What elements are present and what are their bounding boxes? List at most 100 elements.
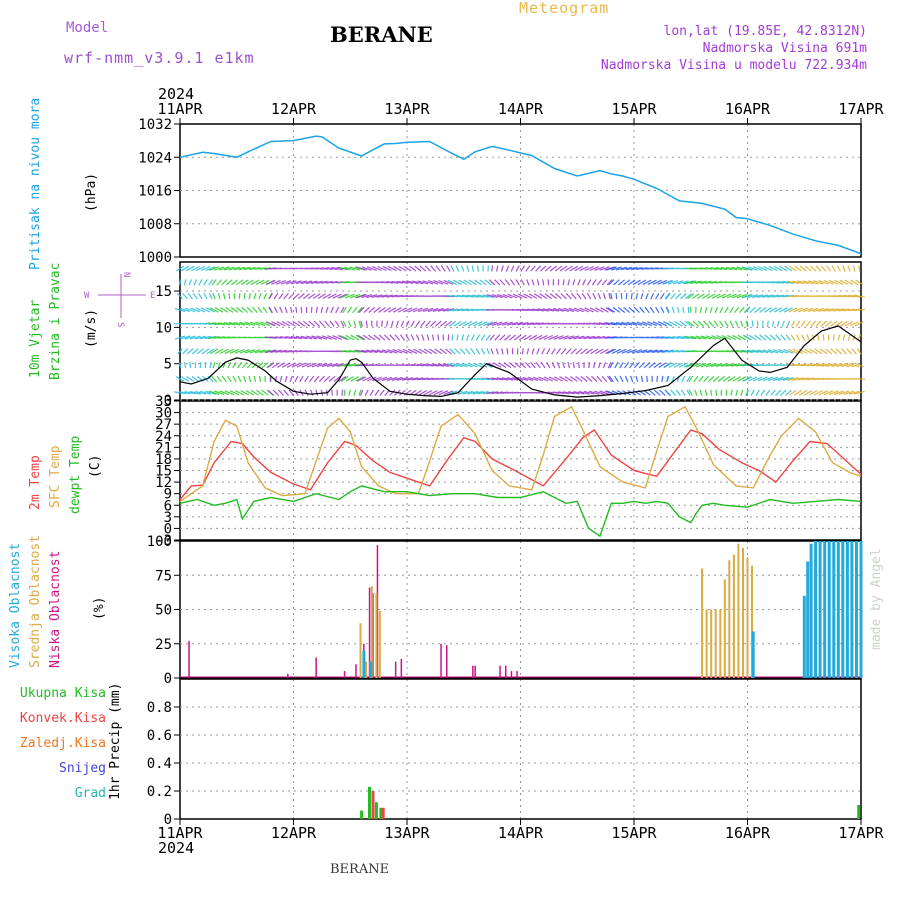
low-cloud-bar <box>368 587 371 678</box>
y-tick-label: 1024 <box>138 150 172 166</box>
y-tick-label: 0 <box>164 521 172 537</box>
wind-arrow-band <box>208 266 277 396</box>
precip-unit-label: 1hr Precip (mm) <box>108 682 123 800</box>
y-tick-label: 0.4 <box>147 756 172 772</box>
year-label-top: 2024 <box>158 85 194 103</box>
pressure-line <box>179 135 862 255</box>
wind-arrow-band <box>338 266 366 396</box>
conv-precip-bar <box>371 791 375 819</box>
low-cloud-bar <box>287 673 289 678</box>
total-precip-bar <box>374 802 378 819</box>
x-tick-label-top: 16APR <box>725 100 771 118</box>
wind-arrow-band <box>355 265 455 396</box>
total-precip-bar <box>368 786 371 819</box>
wind-arrow-band <box>605 266 674 396</box>
compass-east: E <box>150 291 155 301</box>
pressure-unit-label: (hPa) <box>84 172 99 212</box>
mid-cloud-bar <box>737 543 740 678</box>
low-cloud-axis-label: Niska Oblacnost <box>48 550 63 668</box>
x-tick-label-bottom: 11APR <box>157 824 203 842</box>
low-cloud-bar <box>505 665 507 678</box>
temp2m-axis-label: 2m Temp <box>28 455 43 510</box>
legend-hail: Grad <box>74 786 106 801</box>
y-tick-label: 0 <box>164 812 172 828</box>
y-tick-label: 50 <box>155 603 172 619</box>
y-tick-label: 18 <box>155 452 172 468</box>
total-precip-bar <box>857 805 861 819</box>
sfc-temp-axis-label: SFC Temp <box>48 445 63 508</box>
high-cloud-bar <box>809 543 813 678</box>
wind-arrow-band <box>684 266 753 396</box>
x-tick-label-top: 15APR <box>611 100 657 118</box>
cloud-unit-label: (%) <box>92 596 107 620</box>
high-cloud-bar <box>818 541 822 678</box>
mid-cloud-bar <box>705 609 708 678</box>
mid-cloud-bar <box>378 610 381 678</box>
low-cloud-bar <box>440 643 442 679</box>
x-tick-label-top: 12APR <box>271 100 317 118</box>
x-tick-label-bottom: 15APR <box>611 824 657 842</box>
wind-unit-label: (m/s) <box>84 308 99 348</box>
low-cloud-bar <box>315 657 317 678</box>
wind-arrow-band <box>173 265 217 395</box>
y-tick-label: 9 <box>164 487 172 503</box>
temp-unit-label: (C) <box>88 454 103 478</box>
credit-watermark: made by Angel <box>869 548 884 650</box>
elevation-text: Nadmorska Visina 691m <box>702 41 867 56</box>
low-cloud-bar <box>472 665 474 678</box>
y-tick-label: 30 <box>155 406 172 422</box>
high-cloud-bar <box>806 561 810 678</box>
model-name: wrf-nmm_v3.9.1 e1km <box>64 49 255 67</box>
y-tick-label: 21 <box>155 440 172 456</box>
mid-cloud-bar <box>723 579 726 678</box>
y-tick-label: 0.6 <box>147 728 172 744</box>
low-cloud-bar <box>400 658 403 678</box>
low-cloud-bar <box>516 671 518 678</box>
high-cloud-bar <box>827 541 831 678</box>
total-precip-bar <box>360 810 364 819</box>
mid-cloud-bar <box>742 547 744 678</box>
y-tick-label: 100 <box>147 534 172 550</box>
x-tick-label-bottom: 14APR <box>498 824 544 842</box>
wind-speed-line <box>179 325 862 398</box>
high-cloud-bar <box>855 541 858 678</box>
panel-frame <box>179 678 862 820</box>
y-tick-label: 15 <box>155 284 172 300</box>
high-cloud-bar <box>845 541 849 678</box>
high-cloud-bar <box>841 541 845 678</box>
y-tick-label: 75 <box>155 568 172 584</box>
low-cloud-bar <box>188 641 190 678</box>
y-tick-label: 0.2 <box>147 784 172 800</box>
y-tick-label: 1016 <box>138 184 172 200</box>
x-tick-label-bottom: 17APR <box>838 824 884 842</box>
product-title: Meteogram <box>519 0 610 17</box>
mid-cloud-axis-label: Srednja Oblacnost <box>28 534 43 668</box>
y-tick-label: 25 <box>155 637 172 653</box>
mid-cloud-bar <box>710 609 713 678</box>
low-cloud-bar <box>376 545 379 678</box>
legend-conv-rain: Konvek.Kisa <box>19 711 106 726</box>
low-cloud-bar <box>446 645 448 678</box>
y-tick-label: 0 <box>164 393 172 409</box>
wind-arrow-band <box>486 265 616 396</box>
model-label: Model <box>66 20 109 36</box>
x-tick-label-bottom: 12APR <box>271 824 317 842</box>
x-tick-label-bottom: 13APR <box>384 824 430 842</box>
compass-south: S <box>115 322 125 327</box>
mid-cloud-bar <box>701 568 704 678</box>
low-cloud-bar <box>394 661 397 678</box>
mid-cloud-bar <box>365 661 368 678</box>
low-cloud-bar <box>343 671 346 678</box>
high-cloud-bar <box>832 541 836 678</box>
x-tick-label-top: 14APR <box>498 100 544 118</box>
mid-cloud-bar <box>714 609 717 678</box>
y-tick-label: 33 <box>155 394 172 410</box>
x-tick-label-top: 13APR <box>384 100 430 118</box>
model-elevation-text: Nadmorska Visina u modelu 722.934m <box>600 58 867 73</box>
wind-axis-label-2: Brzina i Pravac <box>48 262 63 380</box>
mid-cloud-bar <box>719 609 722 678</box>
high-cloud-bar <box>850 541 854 678</box>
y-tick-label: 3 <box>164 510 172 526</box>
